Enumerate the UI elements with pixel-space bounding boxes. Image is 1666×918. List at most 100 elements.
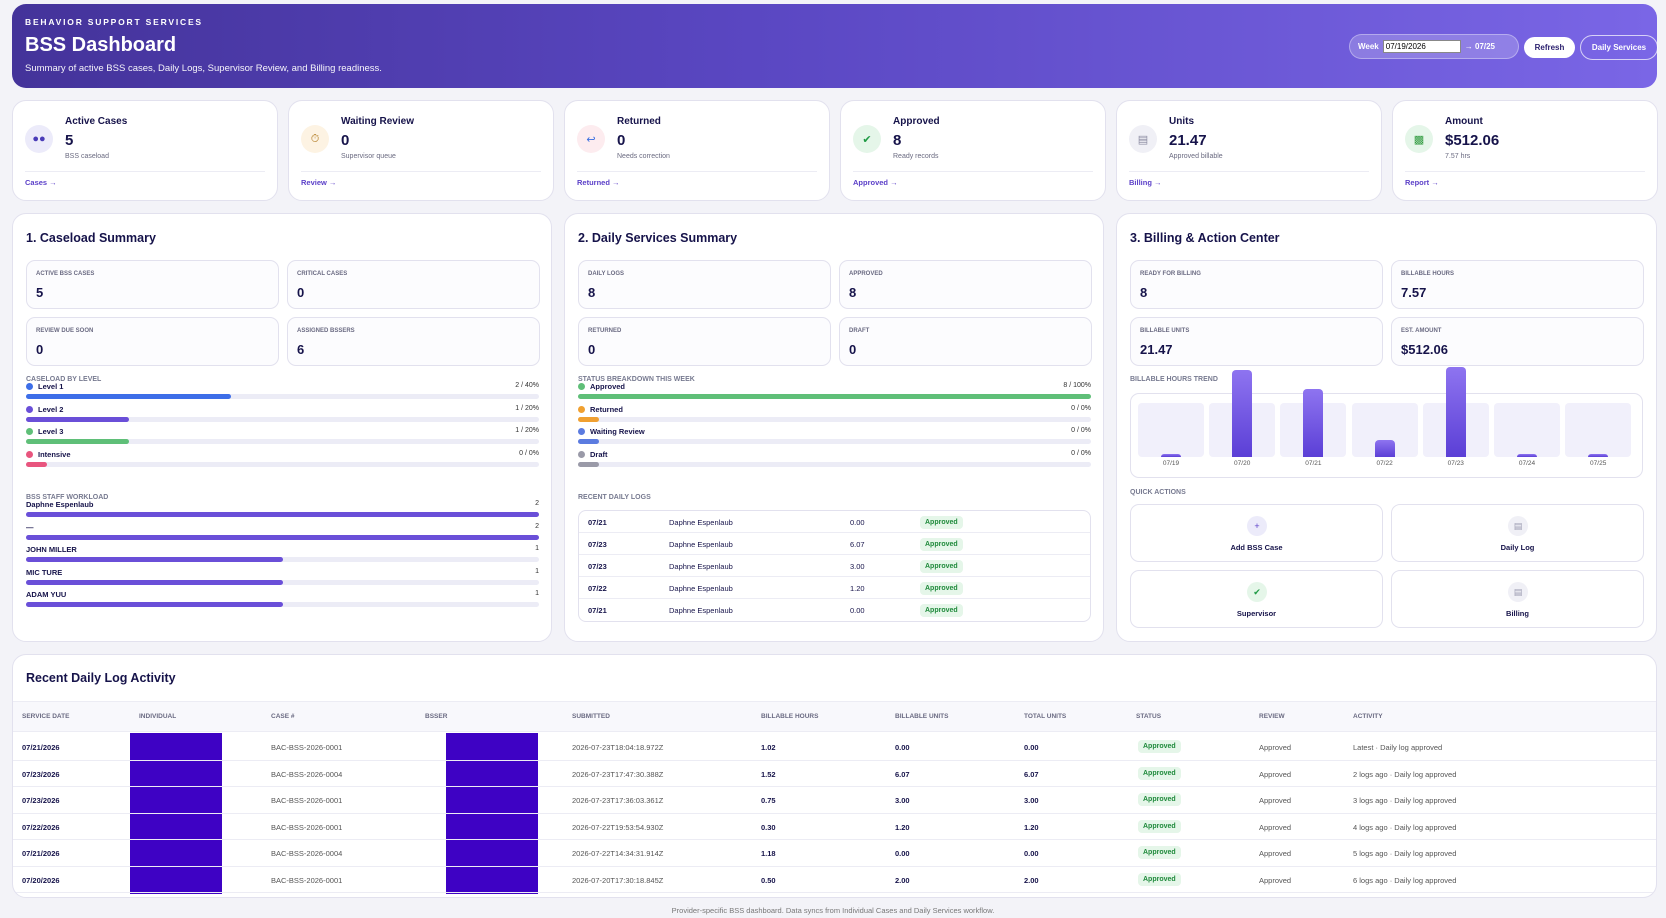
log-row[interactable]: 07/21 Daphne Espenlaub 0.00 Approved xyxy=(579,599,1090,621)
stat-value: 21.47 xyxy=(1169,132,1207,149)
trend-bar xyxy=(1374,439,1395,457)
table-row[interactable]: 07/23/2026 BAC-BSS-2026-0001 2026-07-23T17… xyxy=(13,786,1656,814)
level-label: Level 2 xyxy=(38,404,64,414)
card-title: 3. Billing & Action Center xyxy=(1130,231,1280,245)
level-label-wrap: Level 2 xyxy=(26,405,63,414)
section-title-quick-actions: QUICK ACTIONS xyxy=(1130,489,1186,496)
legend-dot xyxy=(578,428,585,435)
cell-hours: 1.18 xyxy=(761,849,776,858)
workload-value: 1 xyxy=(535,567,539,575)
log-units: 0.00 xyxy=(850,606,865,615)
users-icon: ●● xyxy=(25,125,53,153)
level-row: Level 1 2 / 40% xyxy=(26,382,539,402)
status-label-wrap: Returned xyxy=(578,405,623,414)
cell-bunits: 0.00 xyxy=(895,849,910,858)
progress-fill xyxy=(26,557,283,562)
money-icon: ▩ xyxy=(1405,125,1433,153)
log-row[interactable]: 07/23 Daphne Espenlaub 6.07 Approved xyxy=(579,533,1090,555)
column-header: ACTIVITY xyxy=(1353,713,1383,720)
log-row[interactable]: 07/23 Daphne Espenlaub 3.00 Approved xyxy=(579,555,1090,577)
workload-value: 1 xyxy=(535,590,539,597)
quick-action-label: Billing xyxy=(1506,609,1529,618)
table-row[interactable]: 07/22/2026 BAC-BSS-2026-0001 2026-07-22T19… xyxy=(13,813,1656,840)
cell-date: 07/23/2026 xyxy=(22,796,60,805)
billing-action-center-card: 3. Billing & Action Center READY FOR BIL… xyxy=(1116,213,1657,642)
daily-services-button[interactable]: Daily Services xyxy=(1580,35,1658,60)
refresh-button[interactable]: Refresh xyxy=(1524,37,1575,58)
level-label: Level 1 xyxy=(38,382,64,391)
document-icon: ▤ xyxy=(1508,516,1528,536)
return-icon: ↩ xyxy=(577,125,605,153)
status-value: 0 / 0% xyxy=(1071,427,1091,434)
cell-tunits: 6.07 xyxy=(1024,769,1039,779)
metric-value: 21.47 xyxy=(1140,342,1173,357)
metric-value: 7.57 xyxy=(1401,285,1427,300)
column-header: SUBMITTED xyxy=(572,713,610,720)
table-row[interactable]: 07/20/2026 BAC-BSS-2026-0001 2026-07-20T17… xyxy=(13,866,1656,893)
cell-hours: 0.75 xyxy=(761,796,776,805)
cases-link[interactable]: Cases → xyxy=(25,178,57,187)
returned-link[interactable]: Returned → xyxy=(577,178,620,187)
stat-label: Waiting Review xyxy=(341,116,414,127)
metric-draft: DRAFT 0 xyxy=(839,317,1092,366)
billing-button[interactable]: ▤ Billing xyxy=(1391,570,1644,628)
trend-bar xyxy=(1588,454,1609,457)
workload-label-wrap: — xyxy=(26,523,34,532)
stat-card-units: ▤ Units 21.47 Approved billable Billing … xyxy=(1116,100,1382,201)
metric-est-amount: EST. AMOUNT $512.06 xyxy=(1391,317,1644,366)
stat-value: 5 xyxy=(65,132,74,149)
status-badge: Approved xyxy=(1138,766,1181,780)
caseload-summary-card: 1. Caseload Summary ACTIVE BSS CASES 5 C… xyxy=(12,213,552,642)
log-units: 0.00 xyxy=(850,518,865,527)
stat-subtext: Approved billable xyxy=(1169,153,1223,160)
status-row: Returned 0 / 0% xyxy=(578,405,1091,425)
level-row: Level 3 1 / 20% xyxy=(26,427,539,447)
table-row[interactable]: 07/21/2026 BAC-BSS-2026-0001 2026-07-23T18… xyxy=(13,733,1656,761)
supervisor-button[interactable]: ✔ Supervisor xyxy=(1130,570,1383,628)
level-row: Intensive 0 / 0% xyxy=(26,450,539,470)
progress-track xyxy=(26,439,539,444)
progress-track xyxy=(26,512,539,517)
dashboard-header: BEHAVIOR SUPPORT SERVICES BSS Dashboard … xyxy=(12,4,1658,88)
metric-label: BILLABLE HOURS xyxy=(1401,271,1454,277)
workload-value: 1 xyxy=(535,545,539,552)
column-header: STATUS xyxy=(1136,713,1162,720)
log-row[interactable]: 07/21 Daphne Espenlaub 0.00 Approved xyxy=(579,511,1090,533)
metric-daily-logs: DAILY LOGS 8 xyxy=(578,260,831,309)
add-bss-case-button[interactable]: + Add BSS Case xyxy=(1130,504,1383,562)
document-icon: ▤ xyxy=(1129,125,1157,153)
cell-submitted: 2026-07-23T17:36:03.361Z xyxy=(572,796,664,805)
trend-bar xyxy=(1517,454,1537,457)
trend-bar xyxy=(1303,389,1324,457)
status-badge: Approved xyxy=(1138,793,1181,806)
quick-action-label: Add BSS Case xyxy=(1230,543,1283,552)
review-link[interactable]: Review → xyxy=(301,178,337,187)
metric-billable-units: BILLABLE UNITS 21.47 xyxy=(1130,317,1383,366)
progress-fill xyxy=(578,461,599,467)
approved-link[interactable]: Approved → xyxy=(853,178,898,187)
stat-card-amount: ▩ Amount $512.06 7.57 hrs Report → xyxy=(1392,100,1658,201)
cell-submitted: 2026-07-22T14:34:31.914Z xyxy=(572,849,664,858)
cell-tunits: 3.00 xyxy=(1024,796,1039,805)
workload-label: ADAM YUU xyxy=(26,590,67,599)
progress-fill xyxy=(26,416,129,422)
log-row[interactable]: 07/22 Daphne Espenlaub 1.20 Approved xyxy=(579,577,1090,599)
report-link[interactable]: Report → xyxy=(1405,178,1439,187)
trend-x-label: 07/23 xyxy=(1447,460,1464,467)
billing-link[interactable]: Billing → xyxy=(1129,178,1162,187)
status-row: Draft 0 / 0% xyxy=(578,450,1091,470)
table-row[interactable]: 07/21/2026 BAC-BSS-2026-0004 2026-07-22T14… xyxy=(13,839,1656,867)
table-row[interactable]: 07/23/2026 BAC-BSS-2026-0004 2026-07-23T17… xyxy=(13,760,1656,787)
cell-hours: 0.30 xyxy=(761,822,776,832)
trend-column-bg xyxy=(1138,403,1204,457)
week-date-input[interactable] xyxy=(1382,40,1461,53)
stat-value: $512.06 xyxy=(1445,132,1500,149)
cell-activity: 3 logs ago · Daily log approved xyxy=(1353,796,1457,805)
workload-label: Daphne Espenlaub xyxy=(26,500,94,509)
trend-x-label: 07/22 xyxy=(1376,460,1393,467)
daily-log-button[interactable]: ▤ Daily Log xyxy=(1391,504,1644,562)
log-name: Daphne Espenlaub xyxy=(669,518,733,527)
legend-dot xyxy=(26,383,33,390)
progress-track xyxy=(26,534,539,540)
trend-x-label: 07/20 xyxy=(1234,460,1251,467)
